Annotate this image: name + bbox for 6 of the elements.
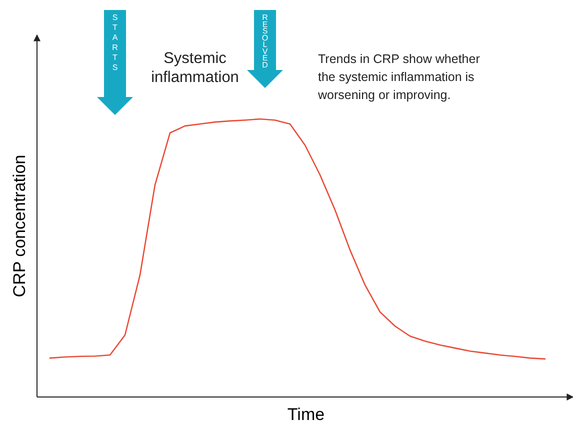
text: RESOLVED bbox=[262, 13, 268, 70]
text: Trends in CRP show whether the systemic inflammation is worsening or improving. bbox=[317, 52, 480, 102]
y-axis-title: CRP concentration bbox=[10, 154, 29, 298]
text: STARTS bbox=[112, 13, 118, 72]
x-axis-title: Time bbox=[287, 405, 325, 424]
text: Systemic inflammation bbox=[151, 50, 239, 86]
